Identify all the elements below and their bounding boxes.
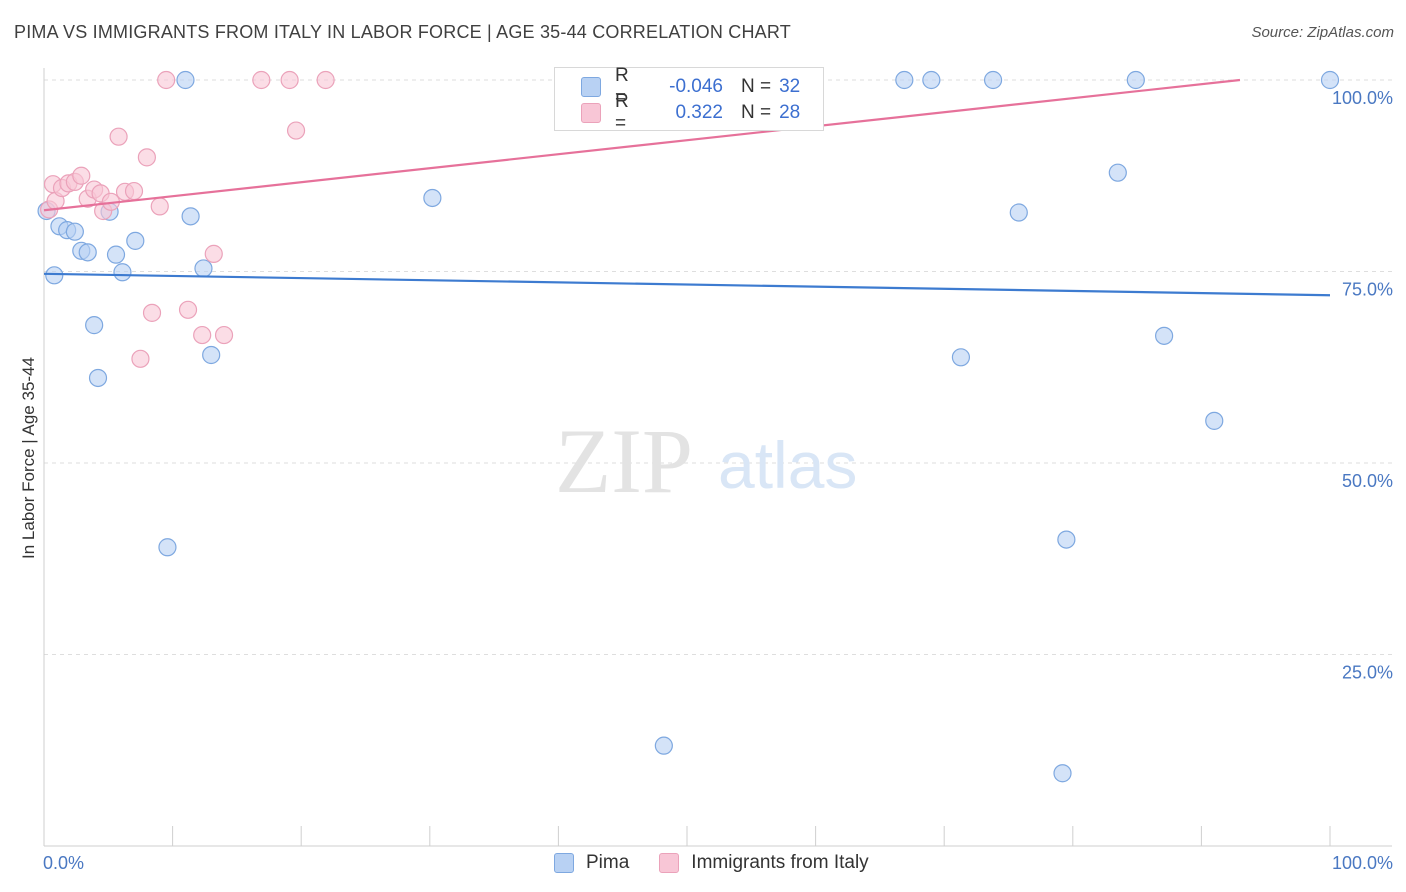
pima-point — [106, 245, 126, 264]
pima-point — [194, 259, 213, 278]
pima-point — [1155, 326, 1174, 345]
pima-point — [88, 368, 108, 388]
pima-swatch — [554, 853, 574, 873]
legend-label-pima: Pima — [586, 852, 630, 873]
italy-swatch — [581, 103, 601, 123]
legend-label-italy: Immigrants from Italy — [691, 852, 869, 873]
pima-point — [1057, 530, 1076, 549]
pima-point — [423, 188, 442, 208]
legend-row-italy: R = 0.322 N = 28 — [581, 91, 801, 134]
legend-row-pima: R = -0.046 N = 32 — [581, 65, 801, 108]
pima-point — [85, 316, 104, 335]
y-axis-label: In Labor Force | Age 35-44 — [19, 357, 38, 559]
pima-point — [951, 348, 971, 367]
italy-point — [137, 148, 156, 167]
r-value: 0.322 — [675, 102, 723, 123]
n-label: N = — [741, 76, 772, 97]
pima-point — [45, 266, 64, 285]
pima-point — [1053, 764, 1072, 783]
italy-point — [157, 70, 176, 90]
trend-lines — [43, 78, 1331, 297]
n-label: N = — [741, 102, 772, 123]
pima-point — [158, 538, 177, 557]
watermark-atlas: atlas — [718, 428, 857, 502]
y-tick-label: 25.0% — [1342, 663, 1393, 683]
y-tick-label: 100.0% — [1332, 88, 1393, 108]
pima-point — [78, 243, 97, 262]
r-label: R = — [615, 65, 629, 108]
pima-point — [1009, 203, 1028, 222]
stats-legend: R = -0.046 N = 32 R = 0.322 N = 28 — [554, 65, 824, 134]
italy-point — [72, 166, 91, 185]
watermark: ZIP atlas — [555, 410, 857, 512]
pima-point — [1205, 411, 1224, 430]
grid-lines — [44, 79, 1392, 655]
r-label: R = — [615, 91, 629, 134]
italy-point — [124, 181, 144, 201]
pima-point — [922, 70, 941, 90]
pima-point — [113, 263, 132, 282]
y-tick-label: 50.0% — [1342, 471, 1393, 491]
italy-point — [316, 70, 335, 90]
pima-point — [895, 70, 914, 90]
data-points — [37, 70, 1340, 783]
italy-point — [142, 303, 162, 322]
italy-point — [150, 197, 169, 216]
pima-trend-line — [43, 272, 1331, 297]
series-legend: Pima Immigrants from Italy — [554, 852, 899, 874]
italy-point — [280, 70, 299, 90]
pima-point — [1108, 163, 1127, 182]
pima-point — [65, 222, 84, 241]
legend-item-italy[interactable]: Immigrants from Italy — [659, 852, 869, 874]
y-tick-label: 75.0% — [1342, 280, 1393, 300]
tick-labels: 25.0% 50.0% 75.0% 100.0% 0.0% 100.0% — [43, 88, 1393, 873]
italy-point — [131, 349, 150, 368]
pima-point — [1126, 70, 1145, 90]
pima-point — [181, 207, 200, 226]
italy-point — [178, 300, 198, 319]
italy-point — [193, 325, 212, 345]
italy-point — [204, 244, 223, 263]
x-tick-label: 100.0% — [1332, 853, 1393, 873]
italy-point — [214, 325, 234, 345]
pima-point — [654, 736, 673, 755]
r-value: -0.046 — [669, 76, 723, 97]
pima-point — [176, 70, 195, 90]
n-value: 28 — [779, 102, 801, 123]
italy-swatch — [659, 853, 680, 873]
italy-point — [286, 121, 306, 140]
watermark-zip: ZIP — [555, 410, 693, 512]
n-value: 32 — [779, 76, 801, 97]
x-tick-label: 0.0% — [43, 853, 84, 873]
italy-point — [252, 70, 271, 90]
pima-point — [1320, 70, 1340, 90]
italy-point — [109, 127, 128, 146]
pima-point — [202, 345, 221, 365]
pima-swatch — [581, 77, 601, 97]
legend-item-pima[interactable]: Pima — [554, 852, 629, 874]
italy-trend-line — [43, 78, 1241, 212]
pima-point — [983, 70, 1003, 90]
source-credit: Source: ZipAtlas.com — [1251, 24, 1394, 41]
pima-point — [126, 231, 145, 250]
axes — [43, 68, 1392, 847]
chart-title: PIMA VS IMMIGRANTS FROM ITALY IN LABOR F… — [14, 22, 791, 42]
